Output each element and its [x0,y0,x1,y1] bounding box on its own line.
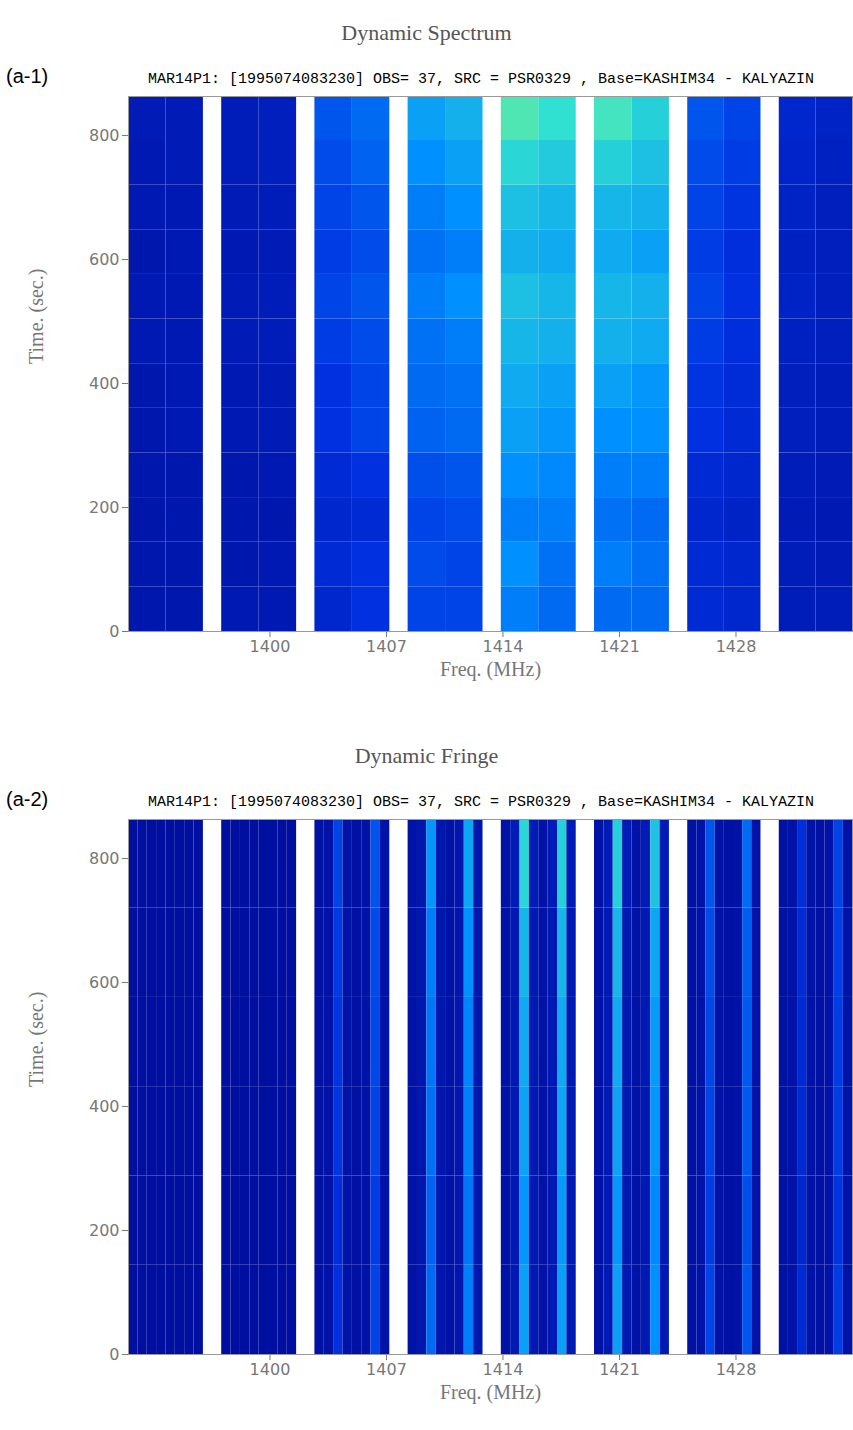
svg-text:1407: 1407 [366,1360,407,1379]
svg-text:1400: 1400 [250,637,291,656]
svg-text:1400: 1400 [250,1360,291,1379]
svg-text:1421: 1421 [599,1360,640,1379]
svg-text:800: 800 [89,849,120,868]
svg-text:800: 800 [89,126,120,145]
svg-text:200: 200 [89,1221,120,1240]
svg-text:0: 0 [109,1345,119,1364]
html-text:(a-2): (a-2) [6,788,49,810]
svg-text:1428: 1428 [716,637,757,656]
svg-text:Time. (sec.): Time. (sec.) [25,992,48,1087]
svg-text:200: 200 [89,498,120,517]
svg-text:0: 0 [109,622,119,641]
svg-text:400: 400 [89,374,120,393]
svg-text:1414: 1414 [483,1360,524,1379]
svg-text:1421: 1421 [599,637,640,656]
svg-text:600: 600 [89,250,120,269]
svg-text:Time. (sec.): Time. (sec.) [25,269,48,364]
html-text:(a-1): (a-1) [6,65,49,87]
html-text:MAR14P1: [1995074083230] OBS=: MAR14P1: [1995074083230] OBS= 37, SRC = … [148,71,815,88]
html-text:MAR14P1: [1995074083230] OBS=: MAR14P1: [1995074083230] OBS= 37, SRC = … [148,794,815,811]
svg-text:1428: 1428 [716,1360,757,1379]
html-text:Dynamic Fringe: Dynamic Fringe [354,743,499,768]
svg-text:1414: 1414 [483,637,524,656]
svg-text:1407: 1407 [366,637,407,656]
svg-text:400: 400 [89,1097,120,1116]
svg-text:600: 600 [89,973,120,992]
html-text:Dynamic Spectrum: Dynamic Spectrum [341,20,512,45]
svg-text:Freq. (MHz): Freq. (MHz) [440,658,541,681]
svg-text:Freq. (MHz): Freq. (MHz) [440,1381,541,1404]
